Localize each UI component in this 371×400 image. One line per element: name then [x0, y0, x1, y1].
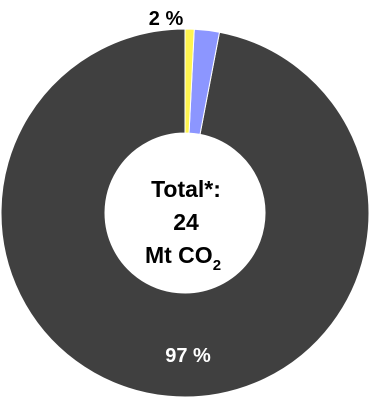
donut-slice-2	[184, 28, 195, 134]
donut-slice-0	[0, 28, 370, 398]
center-total-unit-main: Mt CO	[145, 242, 213, 268]
slice-label-2-percent: 2 %	[149, 8, 184, 30]
center-total-value: 24	[173, 209, 199, 235]
center-total-unit: Mt CO2	[145, 242, 221, 274]
slice-label-97-percent: 97 %	[165, 345, 211, 367]
center-total-unit-subscript: 2	[213, 257, 221, 274]
center-total-label: Total*:	[151, 176, 221, 202]
donut-slices	[0, 28, 370, 398]
